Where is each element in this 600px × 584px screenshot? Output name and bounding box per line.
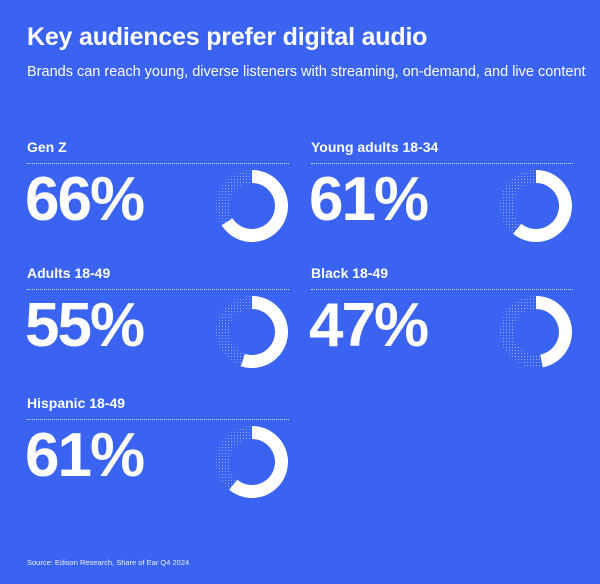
donut-value-slice [513,170,572,242]
donut-value-slice [240,296,288,368]
chart-subtitle: Brands can reach young, diverse listener… [27,64,586,80]
stat-value: 61% [309,165,429,234]
donut-value-slice [229,426,288,498]
stat-label: Black 18-49 [311,265,389,281]
donut-remainder-slice [215,296,252,367]
source-note: Source: Edison Research, Share of Ear Q4… [27,558,190,567]
donut-value-slice [536,296,572,368]
stat-label: Gen Z [27,139,67,155]
donut-chart [216,426,288,498]
stat-card-gen-z: Gen Z 66% [25,139,289,249]
donut-remainder-slice [216,170,252,226]
donut-value-slice [221,170,288,242]
stat-card-young-adults-18-34: Young adults 18-34 61% [309,139,573,249]
dotted-divider [311,163,573,164]
donut-chart [215,296,288,368]
dotted-divider [27,163,289,164]
stat-card-hispanic-18-49: Hispanic 18-49 61% [25,395,289,505]
stat-value: 47% [309,291,429,360]
dotted-divider [311,289,573,290]
dotted-divider [27,419,289,420]
stat-card-black-18-49: Black 18-49 47% [309,265,573,375]
donut-chart [216,170,288,242]
stat-card-adults-18-49: Adults 18-49 55% [25,265,289,375]
donut-remainder-slice [500,296,543,368]
stat-label: Hispanic 18-49 [27,395,126,411]
stat-value: 61% [25,421,145,490]
donut-chart [500,170,572,242]
stat-value: 66% [25,165,145,234]
stat-label: Young adults 18-34 [311,139,439,155]
chart-title: Key audiences prefer digital audio [27,23,428,51]
stat-label: Adults 18-49 [27,265,111,281]
donut-chart [500,296,572,368]
stat-value: 55% [25,291,145,360]
donut-remainder-slice [216,426,252,490]
donut-remainder-slice [500,170,536,234]
dotted-divider [27,289,289,290]
